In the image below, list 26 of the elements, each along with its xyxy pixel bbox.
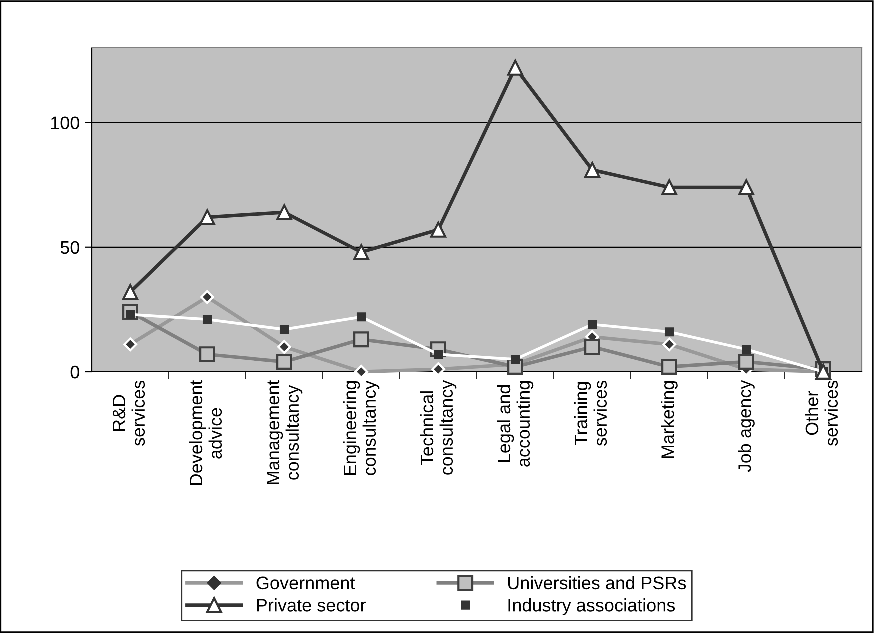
legend-label: Government	[256, 576, 356, 590]
y-tick-label: 0	[70, 366, 80, 379]
x-tick-label: Development advice	[189, 380, 222, 486]
point	[276, 204, 292, 220]
y-tick-label: 100	[51, 116, 80, 130]
point	[662, 180, 678, 196]
x-tick-label: Marketing	[661, 381, 678, 458]
legend-label: Universities and PSRs	[508, 576, 686, 590]
x-tick-label: R&D services	[112, 380, 146, 446]
point	[508, 60, 524, 76]
point	[200, 209, 216, 226]
x-tick-label: Other services	[805, 380, 838, 446]
y-tick-label: 50	[60, 241, 80, 254]
legend-label: Private sector	[257, 598, 366, 612]
x-tick-label: Management consultancy	[267, 380, 303, 484]
point	[122, 284, 138, 300]
x-tick-label: Engineering consultancy	[343, 380, 380, 476]
point	[738, 180, 754, 196]
x-tick-label: Training services	[574, 380, 608, 446]
legend-label: Industry associations	[508, 598, 676, 616]
x-tick-label: Legal and accounting	[497, 381, 534, 467]
x-tick-label: Job agency	[738, 380, 755, 472]
point	[430, 222, 446, 238]
x-tick-label: Technical consultancy	[420, 380, 457, 475]
point	[584, 162, 600, 178]
point	[354, 244, 370, 260]
